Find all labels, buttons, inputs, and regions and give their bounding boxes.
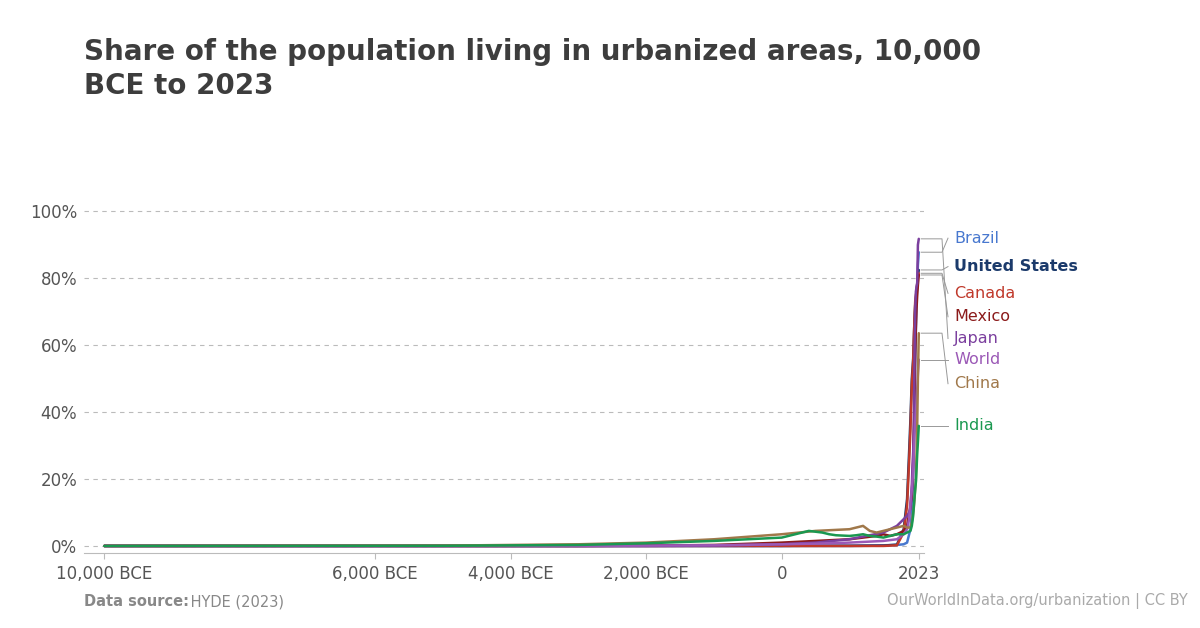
Text: Brazil: Brazil [954, 230, 998, 246]
Text: Our World
in Data: Our World in Data [1060, 44, 1142, 78]
Text: Share of the population living in urbanized areas, 10,000
BCE to 2023: Share of the population living in urbani… [84, 38, 982, 100]
Text: India: India [954, 418, 994, 433]
Text: Mexico: Mexico [954, 309, 1010, 324]
Text: China: China [954, 376, 1000, 391]
Text: OurWorldInData.org/urbanization | CC BY: OurWorldInData.org/urbanization | CC BY [887, 593, 1188, 609]
Text: HYDE (2023): HYDE (2023) [186, 594, 284, 609]
Text: Japan: Japan [954, 331, 998, 346]
Text: Data source:: Data source: [84, 594, 190, 609]
Text: Canada: Canada [954, 286, 1015, 301]
Text: United States: United States [954, 259, 1078, 274]
Text: World: World [954, 352, 1001, 367]
